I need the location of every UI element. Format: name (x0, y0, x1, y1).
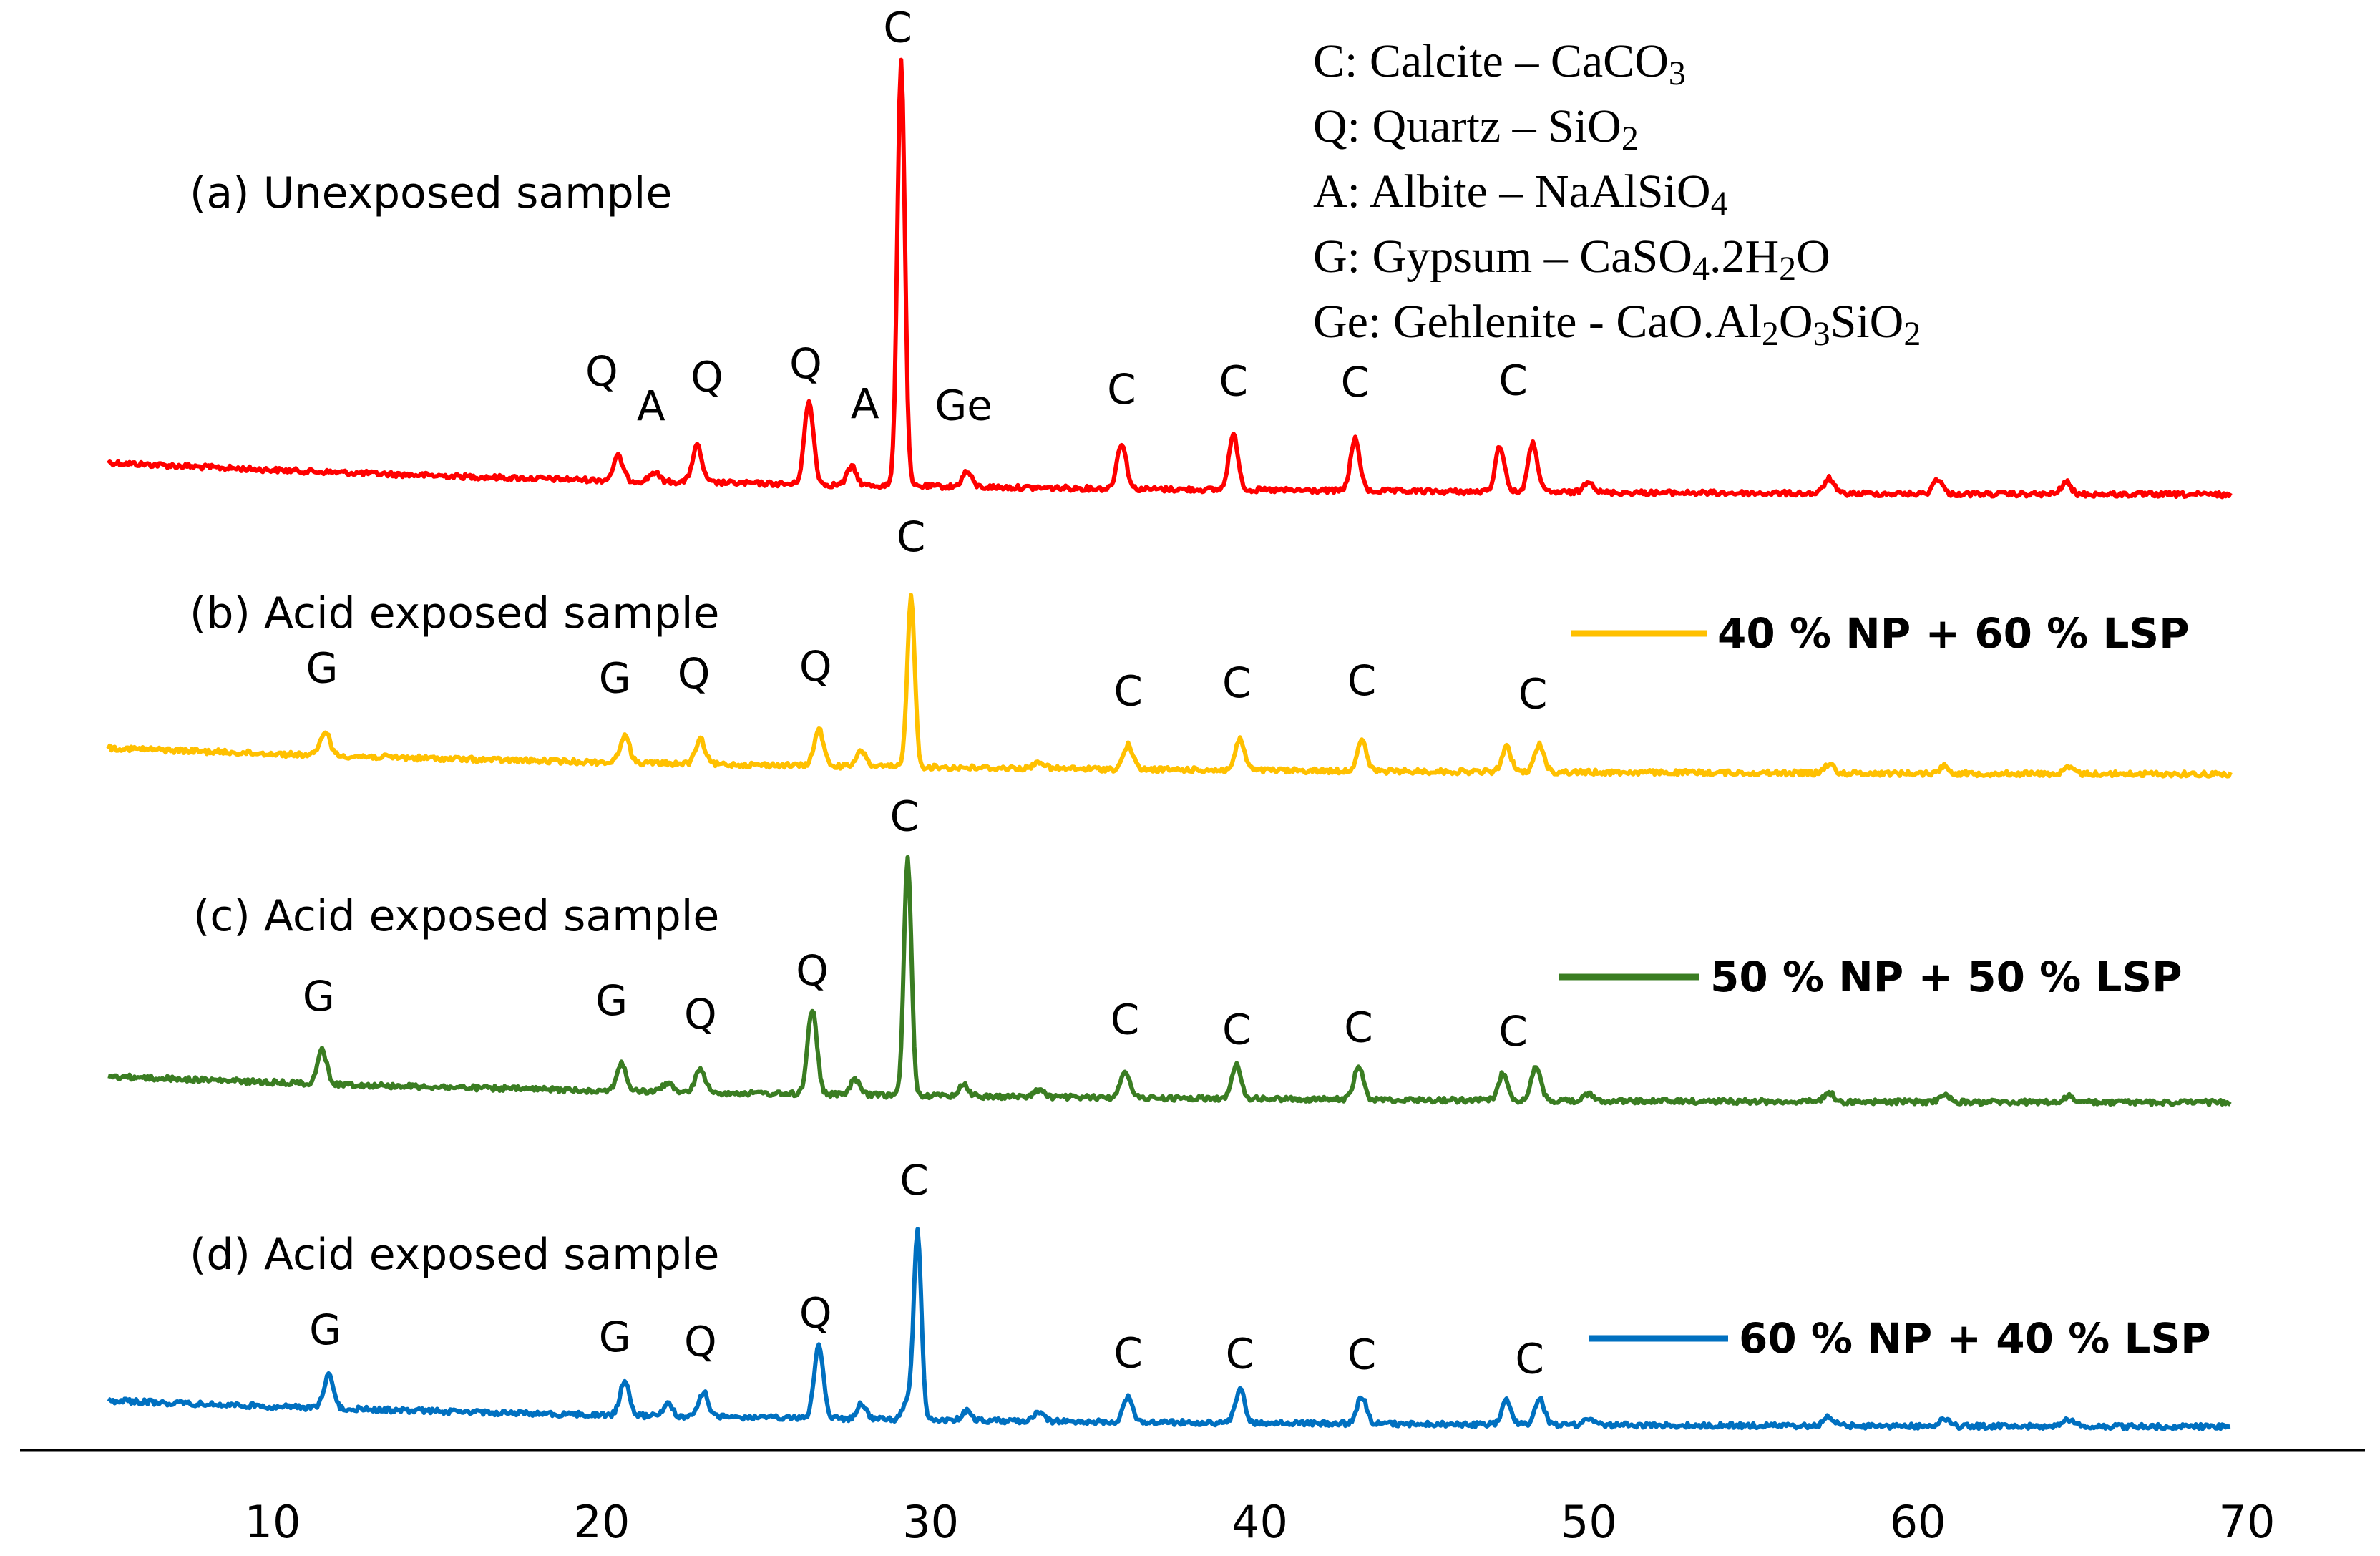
phase-legend-entry: A: Albite – NaAlSiO4 (1313, 165, 1728, 223)
phase-label: G (309, 1305, 341, 1354)
sample-label: (d) Acid exposed sample (190, 1230, 719, 1280)
phase-label: Q (585, 347, 618, 396)
phase-label: G (595, 976, 628, 1025)
phase-label: C (897, 512, 926, 561)
phase-legend-entry: G: Gypsum – CaSO4.2H2O (1313, 230, 1830, 288)
phase-legend-entry: Ge: Gehlenite - CaO.Al2O3SiO2 (1313, 296, 1921, 353)
phase-label: Q (684, 1317, 717, 1366)
x-tick-label: 10 (245, 1496, 301, 1548)
phase-legend: C: Calcite – CaCO3 Q: Quartz – SiO2 A: Alb… (1313, 35, 1921, 353)
pattern-b: G G Q QCC C C C(b) Acid exposed sample 40 % NP … (106, 512, 2233, 779)
phase-label: C (1111, 996, 1140, 1044)
phase-label: C (1347, 656, 1377, 705)
phase-label: C (1341, 358, 1370, 407)
phase-label: Q (678, 649, 711, 698)
phase-label: C (1222, 658, 1252, 707)
phase-label: C (1498, 356, 1528, 404)
pattern-line (106, 593, 2233, 779)
phase-label: C (1344, 1003, 1373, 1051)
phase-label: G (306, 643, 338, 692)
phase-label: Q (799, 642, 832, 691)
phase-label: A (851, 380, 879, 429)
phase-label: C (1113, 667, 1143, 716)
phase-label: C (1219, 357, 1248, 406)
sample-label: (a) Unexposed sample (190, 168, 672, 218)
x-tick-label: 30 (902, 1496, 959, 1548)
phase-label: G (303, 972, 335, 1021)
phase-label: C (1107, 365, 1136, 414)
phase-label: Q (691, 353, 723, 402)
phase-label: C (1347, 1331, 1377, 1379)
x-tick-label: 40 (1232, 1496, 1288, 1548)
phase-label: C (1113, 1328, 1143, 1377)
mix-legend-label: 50 % NP + 50 % LSP (1710, 953, 2183, 1001)
pattern-line (107, 855, 2232, 1107)
x-tick-label: 70 (2219, 1496, 2276, 1548)
phase-label: Q (796, 946, 829, 995)
x-tick-label: 60 (1890, 1496, 1946, 1548)
phase-legend-entry: C: Calcite – CaCO3 (1313, 35, 1686, 92)
pattern-c: G G Q Q C C C C C (c) Acid exposed sample 50 % NP … (107, 792, 2232, 1107)
phase-label: C (899, 1156, 929, 1205)
pattern-line (107, 1227, 2231, 1431)
phase-label: Q (799, 1288, 832, 1337)
mix-legend-label: 60 % NP + 40 % LSP (1739, 1314, 2211, 1363)
phase-label: C (1498, 1007, 1528, 1056)
sample-label: (b) Acid exposed sample (190, 588, 719, 638)
x-axis: 10 20 30 40 50 60 70 (20, 1449, 2365, 1548)
phase-label: C (883, 3, 912, 52)
phase-label: C (1518, 669, 1548, 718)
phase-label: C (1515, 1334, 1544, 1383)
phase-label: C (1222, 1006, 1252, 1054)
phase-label: Q (789, 339, 822, 388)
phase-label: C (890, 792, 920, 841)
pattern-d: G G Q Q C C C C C (d) Acid exposed sample 60 % NP … (107, 1156, 2231, 1431)
pattern-line (106, 57, 2233, 500)
phase-label: C (1226, 1330, 1255, 1378)
phase-legend-entry: Q: Quartz – SiO2 (1313, 100, 1639, 157)
mix-legend-label: 40 % NP + 60 % LSP (1717, 609, 2190, 658)
x-tick-label: 20 (573, 1496, 630, 1548)
phase-label: Ge (935, 381, 993, 430)
phase-label: Q (684, 990, 717, 1039)
x-tick-label: 50 (1561, 1496, 1617, 1548)
sample-label: (c) Acid exposed sample (193, 891, 719, 941)
phase-label: G (599, 1313, 631, 1361)
phase-label: A (637, 381, 665, 430)
phase-label: G (599, 653, 631, 702)
